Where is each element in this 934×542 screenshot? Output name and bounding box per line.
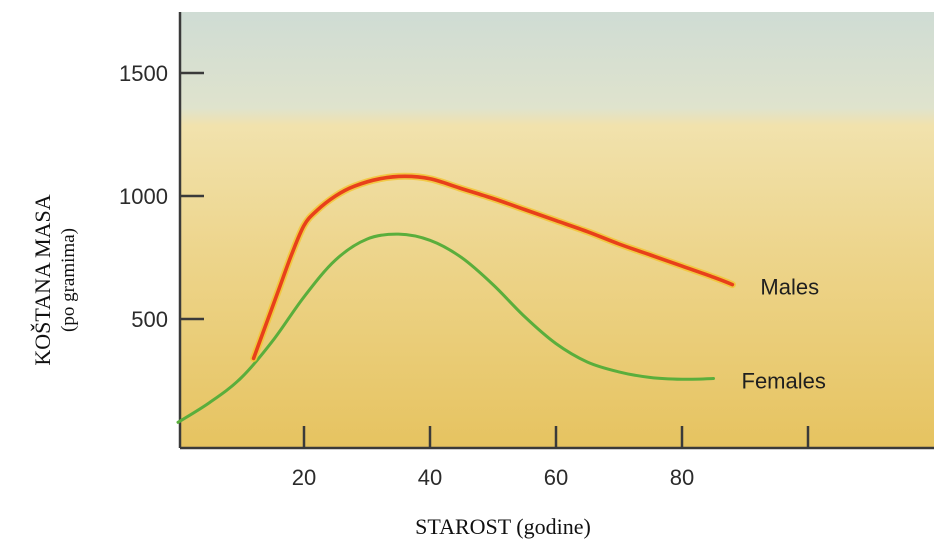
y-axis-subtitle-group: (po gramima) bbox=[58, 228, 79, 332]
y-tick-label: 1500 bbox=[119, 61, 168, 86]
x-tick-label: 40 bbox=[418, 465, 442, 490]
males-label: Males bbox=[760, 275, 819, 300]
y-tick-label: 1000 bbox=[119, 184, 168, 209]
y-tick-label: 500 bbox=[131, 307, 168, 332]
y-axis-title-group: KOŠTANA MASA bbox=[30, 194, 55, 365]
y-axis-subtitle: (po gramima) bbox=[58, 228, 79, 332]
y-axis-title: KOŠTANA MASA bbox=[30, 194, 55, 365]
x-tick-label: 20 bbox=[292, 465, 316, 490]
x-tick-label: 60 bbox=[544, 465, 568, 490]
x-tick-label: 80 bbox=[670, 465, 694, 490]
x-axis-title: STAROST (godine) bbox=[415, 514, 591, 539]
females-label: Females bbox=[742, 369, 826, 394]
